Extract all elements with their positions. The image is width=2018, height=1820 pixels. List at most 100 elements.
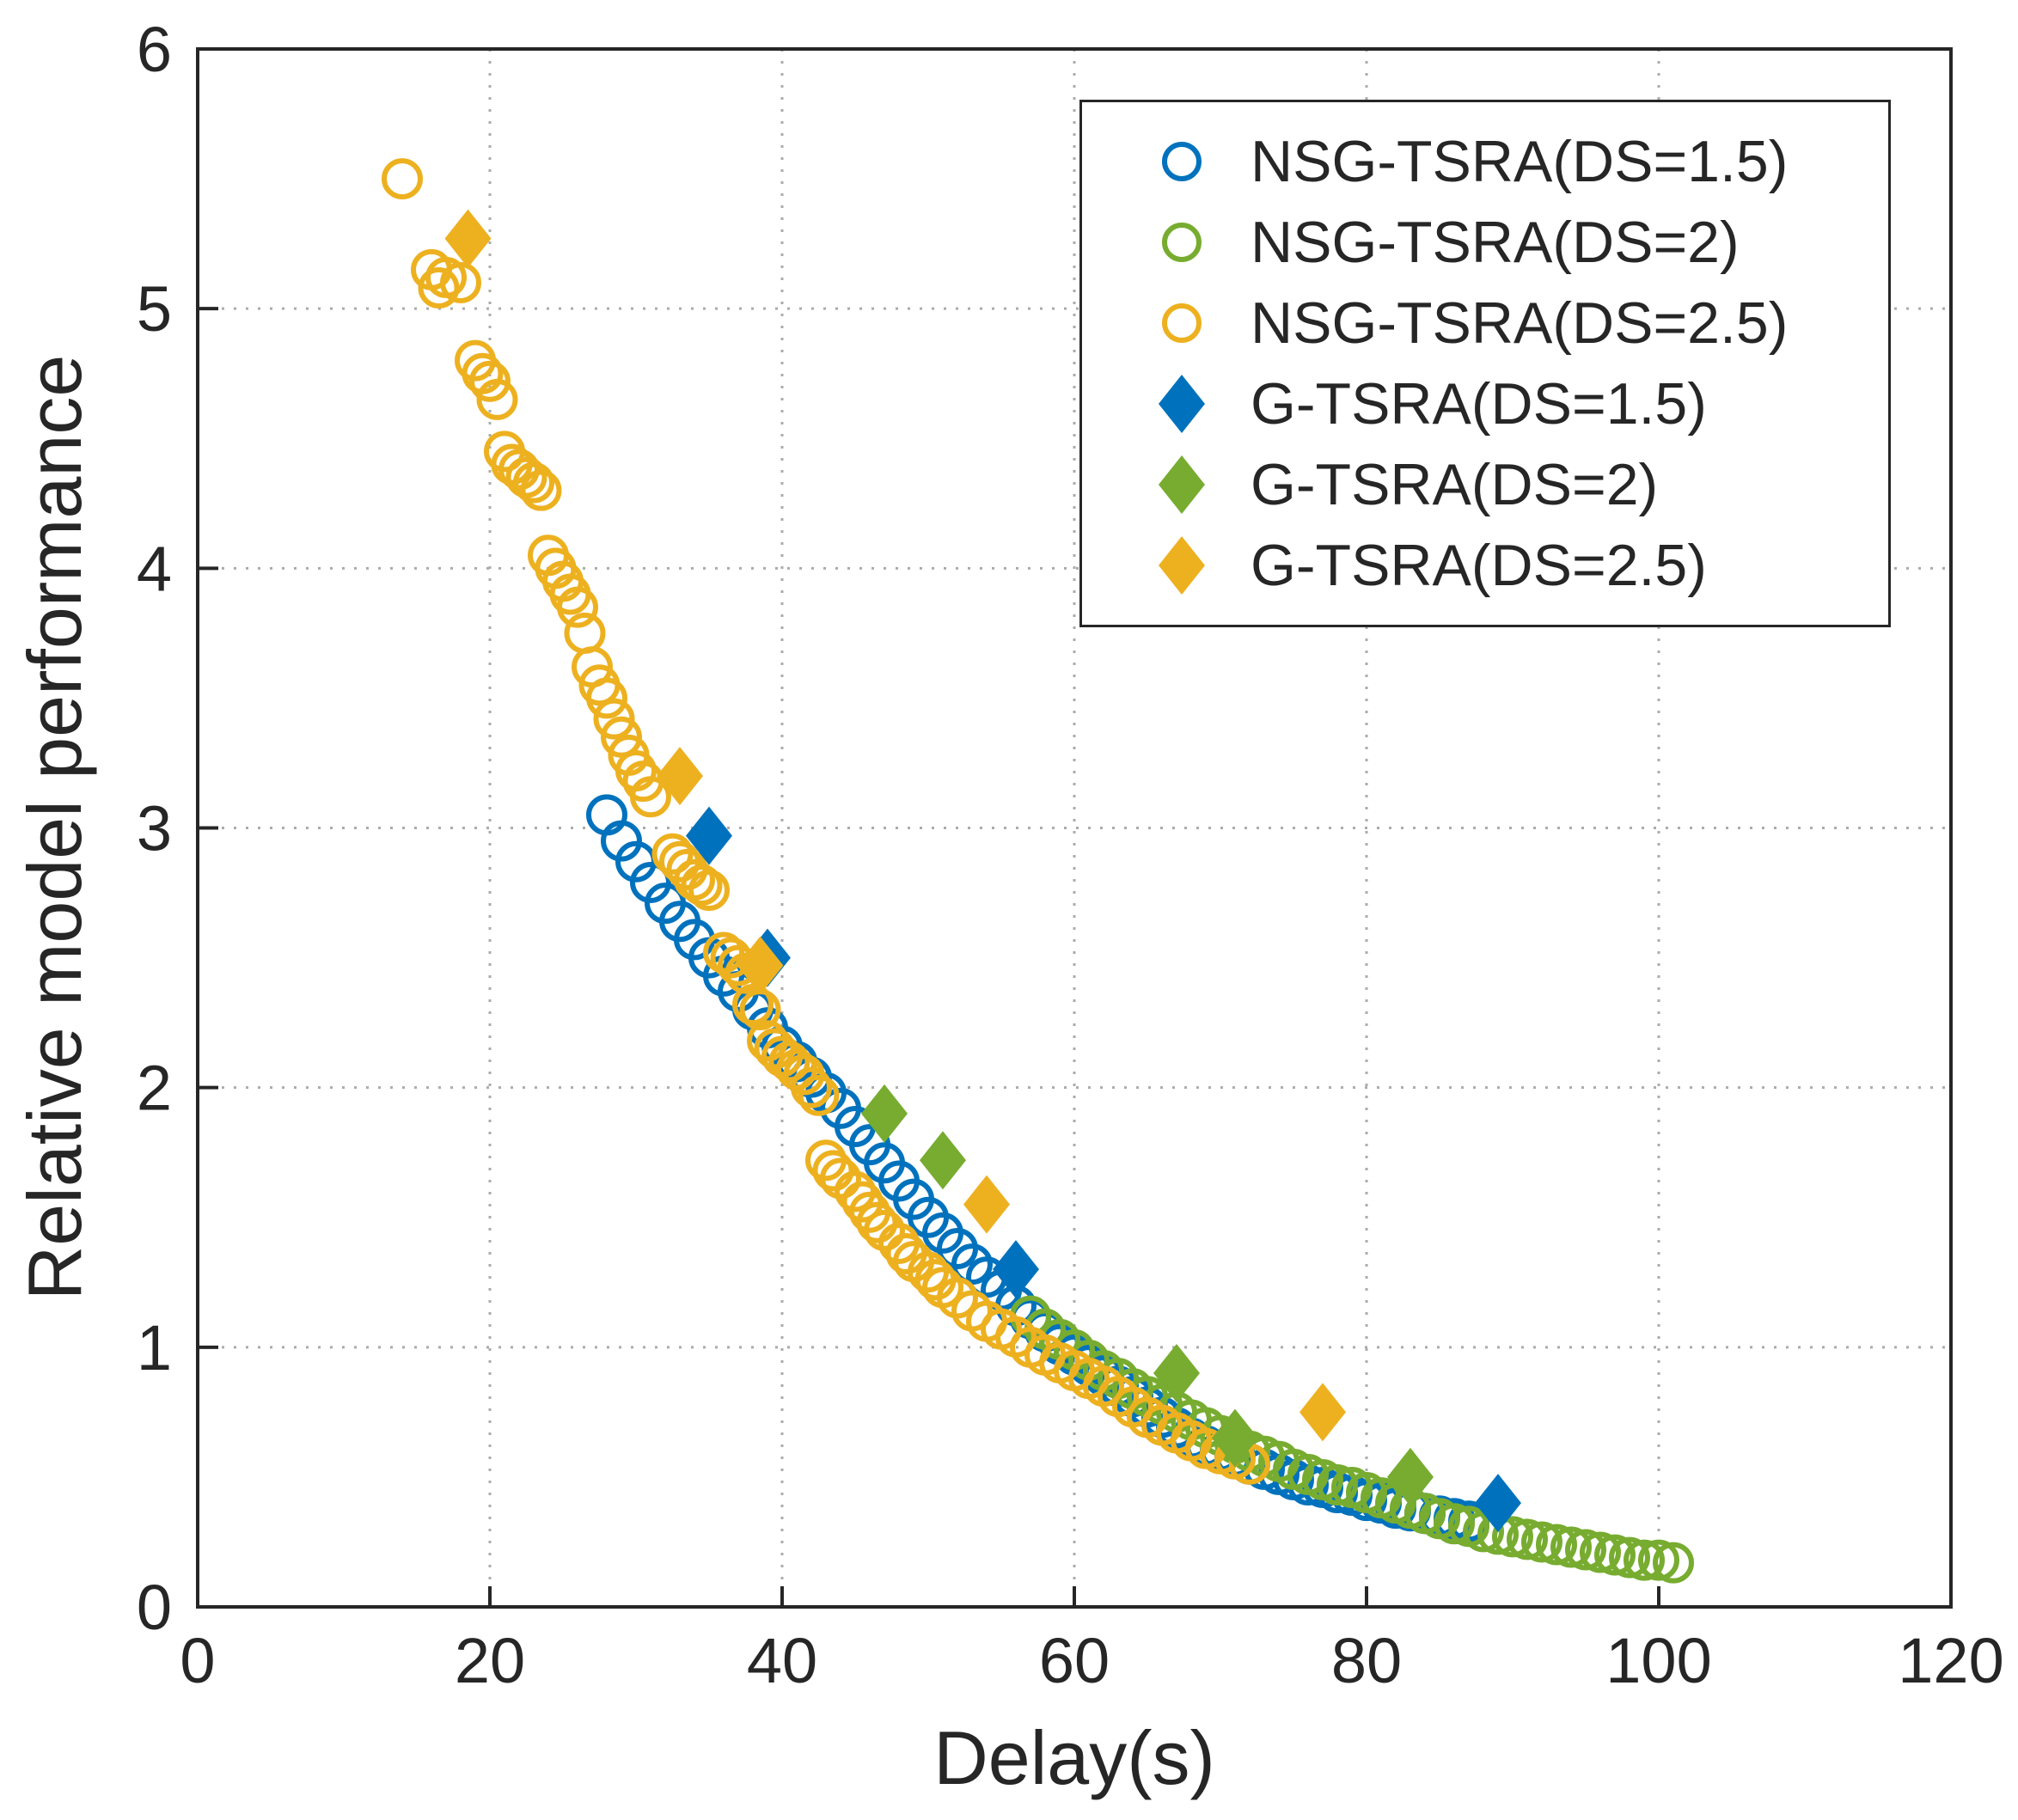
data-point-circle xyxy=(630,776,671,818)
x-tick-label: 20 xyxy=(455,1625,525,1696)
legend-label: NSG-TSRA(DS=2) xyxy=(1251,210,1740,275)
data-point-diamond xyxy=(920,1131,966,1190)
data-point-diamond xyxy=(963,1175,1010,1234)
x-tick-label: 100 xyxy=(1605,1625,1711,1696)
data-point-circle xyxy=(1317,1463,1358,1505)
data-point-circle xyxy=(688,870,730,912)
data-point-circle xyxy=(1536,1524,1577,1566)
data-point-circle xyxy=(382,158,423,200)
y-tick-label: 4 xyxy=(137,533,172,604)
data-point-circle xyxy=(1550,1526,1592,1568)
data-point-circle xyxy=(498,449,540,491)
x-tick-label: 80 xyxy=(1331,1625,1402,1696)
data-point-circle xyxy=(951,1243,993,1286)
legend-label: G-TSRA(DS=1.5) xyxy=(1251,371,1707,437)
data-point-circle xyxy=(835,1170,876,1212)
data-point-diamond xyxy=(737,936,784,995)
data-point-circle xyxy=(469,360,511,402)
legend-item: G-TSRA(DS=2.5) xyxy=(1082,525,1888,606)
y-tick-label: 1 xyxy=(137,1312,172,1383)
data-point-circle xyxy=(505,456,547,498)
circle-marker-icon xyxy=(1149,125,1214,198)
data-point-circle xyxy=(937,1277,978,1319)
legend: NSG-TSRA(DS=1.5) NSG-TSRA(DS=2) NSG-TSRA… xyxy=(1079,100,1891,627)
data-point-circle xyxy=(1653,1542,1694,1584)
data-point-circle xyxy=(681,864,723,906)
data-point-diamond xyxy=(861,1084,908,1143)
data-point-diamond xyxy=(444,209,492,268)
data-point-circle xyxy=(812,1150,854,1192)
data-point-circle xyxy=(564,612,606,654)
legend-item: G-TSRA(DS=1.5) xyxy=(1082,363,1888,444)
data-point-circle xyxy=(601,820,642,862)
data-point-circle xyxy=(1507,1518,1548,1560)
data-point-diamond xyxy=(993,1240,1039,1299)
x-tick-label: 60 xyxy=(1039,1625,1110,1696)
y-tick-label: 2 xyxy=(137,1053,172,1124)
y-axis-label: Relative model performance xyxy=(12,354,97,1301)
data-point-circle xyxy=(768,1041,810,1083)
data-point-circle xyxy=(1609,1536,1650,1579)
data-point-diamond xyxy=(1153,1344,1200,1403)
legend-marker-glyph xyxy=(1162,303,1202,343)
data-point-circle xyxy=(841,1181,884,1223)
data-point-circle xyxy=(513,461,554,504)
x-tick-label: 40 xyxy=(747,1625,817,1696)
data-point-circle xyxy=(601,716,642,758)
y-tick-label: 6 xyxy=(137,14,172,85)
x-tick-label: 0 xyxy=(180,1625,215,1696)
data-point-circle xyxy=(593,698,635,740)
data-point-circle xyxy=(798,1074,840,1116)
x-axis-label: Delay(s) xyxy=(933,1715,1215,1800)
legend-marker-glyph xyxy=(1159,536,1205,595)
data-point-circle xyxy=(418,266,460,308)
legend-item: NSG-TSRA(DS=2.5) xyxy=(1082,283,1888,363)
data-point-circle xyxy=(864,1209,905,1251)
y-tick-label: 3 xyxy=(137,793,172,864)
data-point-circle xyxy=(1434,1503,1475,1545)
circle-marker-icon xyxy=(1149,287,1214,359)
data-point-circle xyxy=(586,677,627,719)
legend-label: NSG-TSRA(DS=2.5) xyxy=(1251,290,1789,356)
data-point-circle xyxy=(1594,1534,1636,1576)
data-point-circle xyxy=(1565,1529,1606,1571)
data-point-diamond xyxy=(1475,1474,1521,1533)
data-point-diamond xyxy=(1299,1383,1346,1442)
data-point-circle xyxy=(1624,1539,1665,1581)
legend-marker-glyph xyxy=(1159,455,1205,514)
y-tick-label: 5 xyxy=(137,273,172,345)
x-tick-label: 120 xyxy=(1898,1625,2003,1696)
data-point-diamond xyxy=(686,806,732,865)
data-point-diamond xyxy=(1387,1447,1434,1506)
diamond-marker-icon xyxy=(1149,449,1214,521)
diamond-marker-icon xyxy=(1149,529,1214,602)
data-point-circle xyxy=(557,586,598,628)
data-point-circle xyxy=(1580,1531,1621,1573)
data-point-circle xyxy=(820,1157,861,1200)
data-point-circle xyxy=(856,1201,898,1243)
legend-item: NSG-TSRA(DS=2) xyxy=(1082,202,1888,283)
data-point-circle xyxy=(754,1028,796,1070)
legend-marker-glyph xyxy=(1159,375,1205,433)
legend-marker-glyph xyxy=(1162,142,1202,181)
legend-item: G-TSRA(DS=2) xyxy=(1082,444,1888,525)
data-point-circle xyxy=(520,469,562,511)
y-tick-label: 0 xyxy=(137,1572,172,1643)
diamond-marker-icon xyxy=(1149,368,1214,440)
data-point-diamond xyxy=(1212,1408,1258,1468)
legend-label: NSG-TSRA(DS=1.5) xyxy=(1251,129,1789,194)
data-point-circle xyxy=(1638,1539,1679,1581)
data-point-circle xyxy=(703,931,744,974)
data-point-circle xyxy=(630,861,671,903)
legend-label: G-TSRA(DS=2.5) xyxy=(1251,533,1707,598)
legend-label: G-TSRA(DS=2) xyxy=(1251,452,1659,517)
data-point-circle xyxy=(732,983,774,1025)
legend-item: NSG-TSRA(DS=1.5) xyxy=(1082,121,1888,202)
circle-marker-icon xyxy=(1149,206,1214,278)
data-point-circle xyxy=(440,261,481,303)
data-point-diamond xyxy=(657,747,703,806)
data-point-circle xyxy=(1492,1516,1533,1558)
data-point-circle xyxy=(791,1066,832,1108)
